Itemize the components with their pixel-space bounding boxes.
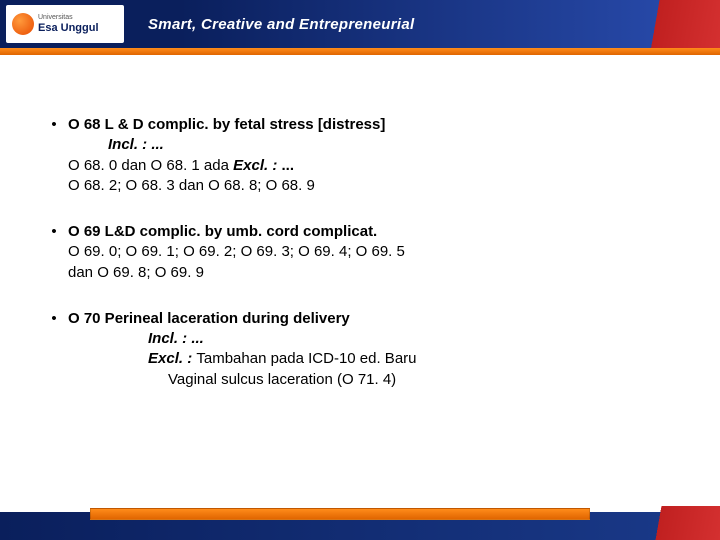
item-line: Incl. : ... [68,329,680,349]
logo-line1: Universitas [38,14,99,22]
item-title: O 68 L & D complic. by fetal stress [dis… [68,115,680,135]
item-line: O 69. 0; O 69. 1; O 69. 2; O 69. 3; O 69… [68,242,680,262]
logo-line2: Esa Unggul [38,22,99,34]
item-line: dan O 69. 8; O 69. 9 [68,263,680,283]
list-item: • O 69 L&D complic. by umb. cord complic… [40,222,680,283]
bullet-icon: • [40,222,68,283]
logo: Universitas Esa Unggul [6,5,124,43]
list-item: • O 70 Perineal laceration during delive… [40,309,680,390]
item-line: O 68. 0 dan O 68. 1 ada Excl. : ... [68,156,680,176]
bullet-icon: • [40,309,68,390]
tagline: Smart, Creative and Entrepreneurial [148,16,414,33]
bullet-icon: • [40,115,68,196]
footer [0,500,720,540]
orange-divider [0,48,720,55]
logo-text: Universitas Esa Unggul [38,14,99,34]
footer-orange-bar [90,508,590,520]
item-line: Incl. : ... [68,135,680,155]
slide-content: • O 68 L & D complic. by fetal stress [d… [0,55,720,390]
header-accent [630,0,720,48]
list-item: • O 68 L & D complic. by fetal stress [d… [40,115,680,196]
header-bar: Universitas Esa Unggul Smart, Creative a… [0,0,720,48]
logo-icon [12,13,34,35]
item-line: Excl. : Tambahan pada ICD-10 ed. Baru [68,349,680,369]
item-title: O 70 Perineal laceration during delivery [68,309,680,329]
footer-red-accent [640,506,720,540]
item-title: O 69 L&D complic. by umb. cord complicat… [68,222,680,242]
item-line: Vaginal sulcus laceration (O 71. 4) [68,370,680,390]
item-line: O 68. 2; O 68. 3 dan O 68. 8; O 68. 9 [68,176,680,196]
